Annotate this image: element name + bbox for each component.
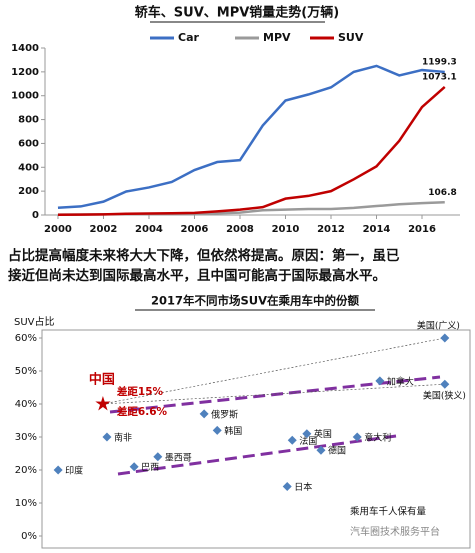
plot-frame — [41, 329, 471, 549]
x-tick-label: 2012 — [317, 224, 345, 235]
x-tick-label: 2014 — [363, 224, 391, 235]
y-axis-label: SUV占比 — [14, 315, 55, 328]
point — [316, 445, 326, 455]
y-tick-label: 1200 — [11, 67, 39, 78]
point — [287, 435, 297, 445]
x-tick-label: 2016 — [408, 224, 436, 235]
value-label: 106.8 — [428, 188, 456, 198]
point-label: 英国 — [314, 428, 332, 440]
chart-title: 轿车、SUV、MPV销量走势(万辆) — [135, 5, 339, 21]
point — [212, 425, 222, 435]
point — [129, 462, 139, 472]
point-label: 加拿大 — [387, 375, 414, 387]
y-tick-label: 1400 — [11, 43, 39, 54]
y-tick-label: 50% — [15, 366, 37, 377]
annotation: 差距15% — [117, 385, 164, 398]
y-tick-label: 30% — [15, 432, 37, 443]
point — [199, 409, 209, 419]
point-label: 日本 — [294, 481, 312, 493]
point — [282, 482, 292, 491]
y-tick-label: 200 — [18, 186, 39, 197]
x-tick-label: 2002 — [90, 224, 118, 235]
trend-line — [117, 434, 397, 476]
y-tick-label: 10% — [15, 498, 37, 509]
point — [102, 432, 112, 442]
point-label: 墨西哥 — [165, 452, 192, 463]
point-label: 巴西 — [141, 462, 159, 473]
y-tick-label: 0 — [32, 210, 39, 221]
y-tick-label: 20% — [15, 465, 37, 476]
point — [375, 376, 385, 386]
chart-title: 2017年不同市场SUV在乘用车中的份额 — [151, 294, 360, 308]
gap-line — [102, 383, 445, 405]
y-tick-label: 800 — [18, 115, 39, 126]
highlight-point — [95, 396, 111, 411]
point-label: 美国(狭义) — [423, 390, 466, 402]
point-label: 法国 — [299, 435, 317, 447]
value-label: 1073.1 — [422, 72, 457, 82]
point — [440, 379, 450, 389]
point — [352, 432, 362, 442]
y-tick-label: 40% — [15, 399, 37, 410]
y-tick-label: 0% — [21, 531, 37, 542]
point-label: 俄罗斯 — [211, 408, 238, 420]
y-tick-label: 600 — [18, 138, 39, 149]
y-tick-label: 400 — [18, 162, 39, 173]
watermark: 汽车圈技术服务平台 — [350, 525, 440, 538]
x-axis-label: 乘用车千人保有量 — [350, 506, 427, 518]
point — [153, 452, 163, 462]
value-label: 1199.3 — [422, 57, 457, 67]
commentary: 占比提高幅度未来将大大下降，但依然将提高。原因：第一，虽已 — [8, 247, 400, 264]
point — [440, 333, 450, 343]
legend-label: MPV — [263, 31, 291, 44]
x-tick-label: 2006 — [181, 224, 209, 235]
point-label: 德国 — [328, 445, 346, 457]
annotation: 差距6.6% — [117, 405, 168, 418]
commentary: 接近但尚未达到国际最高水平，且中国可能高于国际最高水平。 — [8, 267, 386, 284]
x-tick-label: 2000 — [44, 224, 72, 235]
point-label: 韩国 — [224, 425, 242, 437]
series-line — [57, 86, 446, 217]
series-line — [57, 64, 445, 209]
point-label: 南非 — [114, 432, 132, 444]
point-label: 意大利 — [364, 432, 391, 444]
legend-label: SUV — [338, 31, 364, 44]
x-tick-label: 2010 — [272, 224, 300, 235]
trend-line — [109, 375, 441, 414]
point-label: 印度 — [65, 465, 83, 477]
y-tick-label: 1000 — [11, 91, 39, 102]
point-label: 美国(广义) — [417, 320, 460, 332]
x-tick-label: 2008 — [226, 224, 254, 235]
highlight-label: 中国 — [89, 372, 115, 388]
x-tick-label: 2004 — [135, 224, 163, 235]
legend-label: Car — [178, 31, 199, 44]
y-tick-label: 60% — [15, 333, 37, 344]
point — [53, 465, 63, 475]
point — [302, 429, 312, 439]
